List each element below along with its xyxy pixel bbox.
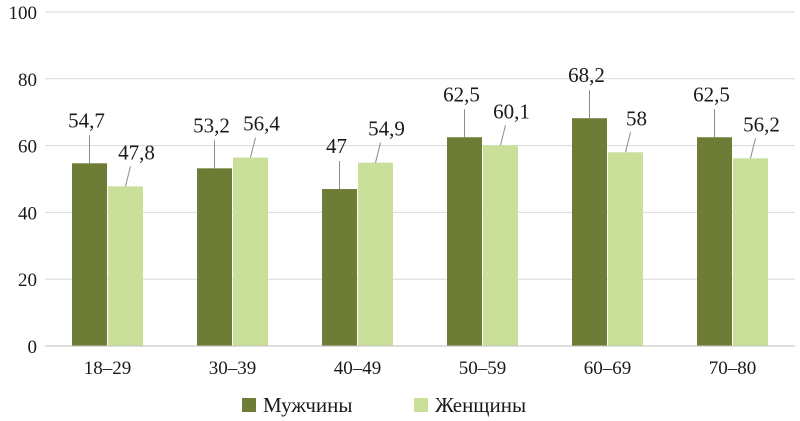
bar xyxy=(608,152,643,346)
bar xyxy=(447,137,482,346)
bar xyxy=(108,186,143,346)
data-label: 58 xyxy=(626,106,647,130)
data-label: 68,2 xyxy=(568,63,605,87)
data-label: 62,5 xyxy=(443,82,480,106)
x-tick-label: 70–80 xyxy=(709,358,757,379)
data-label: 54,9 xyxy=(368,117,405,141)
data-label: 47,8 xyxy=(118,140,155,164)
legend-swatch xyxy=(242,398,256,412)
leader-line xyxy=(250,137,256,158)
x-tick-label: 50–59 xyxy=(459,358,507,379)
bar xyxy=(197,168,232,346)
data-label: 62,5 xyxy=(693,82,730,106)
y-tick-label: 80 xyxy=(18,70,37,91)
bar xyxy=(572,118,607,346)
data-label: 56,2 xyxy=(743,112,780,136)
y-tick-label: 40 xyxy=(18,203,37,224)
x-tick-label: 18–29 xyxy=(84,358,132,379)
data-labels: 54,7 47,8 53,2 56,4 47 54,9 62,5 60,1 68,2 58 62,5… xyxy=(68,63,780,164)
leader-line xyxy=(750,138,756,159)
y-tick-label: 0 xyxy=(28,337,38,358)
legend-label: Мужчины xyxy=(263,393,353,417)
x-tick-label: 30–39 xyxy=(209,358,257,379)
leader-line xyxy=(125,166,131,187)
x-tick-label: 60–69 xyxy=(584,358,632,379)
leader-line xyxy=(500,125,506,146)
y-tick-label: 100 xyxy=(9,3,38,24)
legend-swatch xyxy=(414,398,428,412)
bar xyxy=(322,189,357,346)
data-label: 60,1 xyxy=(493,99,530,123)
data-label: 53,2 xyxy=(193,113,230,137)
label-leader-lines xyxy=(89,90,756,190)
data-label: 54,7 xyxy=(68,108,105,132)
y-tick-label: 60 xyxy=(18,137,37,158)
bar xyxy=(233,157,268,346)
bars xyxy=(72,118,768,346)
data-label: 56,4 xyxy=(243,112,280,136)
bar xyxy=(733,158,768,346)
gridlines xyxy=(45,11,795,347)
data-label: 47 xyxy=(326,134,347,158)
bar xyxy=(72,163,107,346)
legend-label: Женщины xyxy=(435,393,526,417)
x-axis: 18–29 30–39 40–49 50–59 60–69 70–80 xyxy=(45,345,795,379)
leader-line xyxy=(375,142,381,163)
y-tick-label: 20 xyxy=(18,270,37,291)
bar xyxy=(483,145,518,346)
legend: Мужчины Женщины xyxy=(242,393,526,417)
bar xyxy=(697,137,732,346)
x-tick-label: 40–49 xyxy=(334,358,382,379)
leader-line xyxy=(625,132,631,153)
bar xyxy=(358,162,393,346)
y-axis: 0 20 40 60 80 100 xyxy=(9,3,38,358)
